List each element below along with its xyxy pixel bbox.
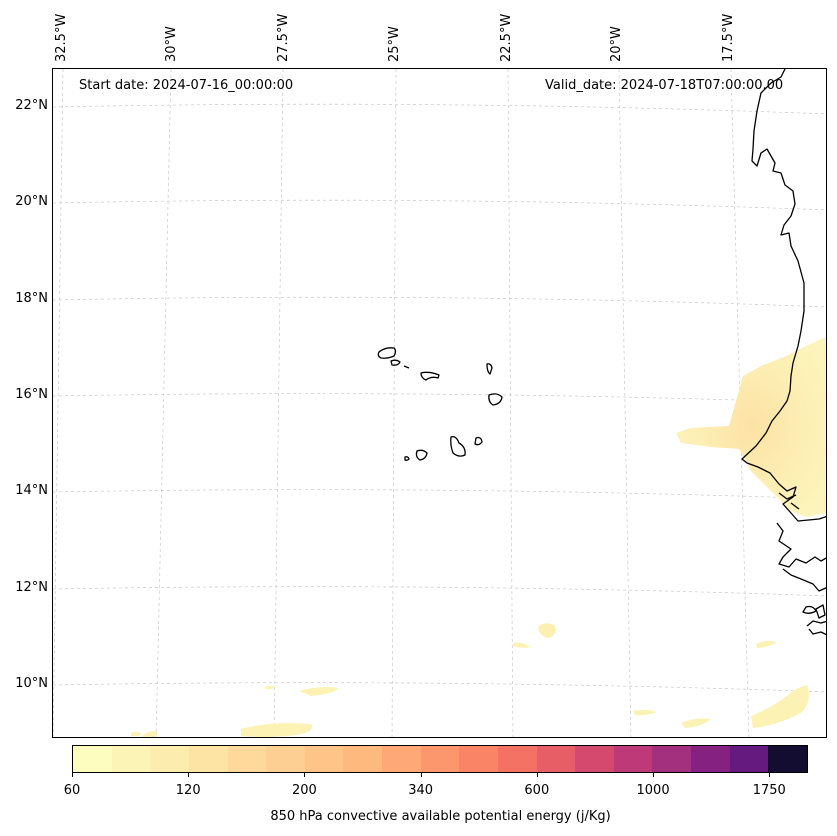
colorbar-segment bbox=[691, 746, 730, 772]
coastline-gambia-detail bbox=[778, 492, 800, 510]
grid-lat-20n bbox=[53, 199, 826, 211]
colorbar-tick-mark bbox=[769, 773, 771, 777]
colorbar-segment bbox=[73, 746, 112, 772]
cape-region-south-patch-5 bbox=[141, 731, 157, 737]
colorbar-segment bbox=[343, 746, 382, 772]
colorbar-tick-label: 200 bbox=[291, 783, 317, 798]
lat-label-18n: 18°N bbox=[15, 291, 48, 306]
colorbar-tick-mark bbox=[304, 773, 306, 777]
grid-lon-30w bbox=[155, 69, 172, 737]
lon-label-25w: 25°W bbox=[387, 26, 402, 62]
cape-region-south-patch-4 bbox=[681, 718, 711, 728]
colorbar-segment bbox=[536, 746, 576, 772]
lat-label-10n: 10°N bbox=[15, 676, 48, 691]
lon-label-30w: 30°W bbox=[164, 26, 179, 62]
colorbar-tick-label: 1750 bbox=[752, 783, 786, 798]
colorbar-segment bbox=[266, 746, 305, 772]
map-panel bbox=[52, 68, 827, 738]
colorbar-segment bbox=[768, 746, 807, 772]
cape-region-south-patch-9 bbox=[265, 686, 276, 690]
colorbar-segment bbox=[188, 746, 228, 772]
grid-lat-12n bbox=[53, 586, 826, 597]
colorbar bbox=[72, 745, 808, 773]
lat-label-20n: 20°N bbox=[15, 194, 48, 209]
lat-label-16n: 16°N bbox=[15, 387, 48, 402]
cape-region-senegal-mauritania bbox=[676, 336, 826, 517]
colorbar-segment bbox=[613, 746, 653, 772]
cape-region-south-patch-10 bbox=[131, 731, 142, 737]
cape-region-south-patch-2 bbox=[299, 687, 339, 696]
island-fogo bbox=[415, 449, 428, 461]
colorbar-tick-mark bbox=[420, 773, 422, 777]
coastline-african-mainland bbox=[741, 69, 826, 522]
colorbar-segment bbox=[304, 746, 344, 772]
colorbar-segment bbox=[150, 746, 189, 772]
cape-region-south-patch-3 bbox=[751, 685, 809, 728]
grid-lat-16n bbox=[53, 393, 826, 404]
graticule bbox=[53, 69, 826, 737]
lon-label-20w: 20°W bbox=[609, 26, 624, 62]
coastline-guinea-bissau bbox=[776, 522, 826, 568]
map-canvas bbox=[53, 69, 826, 737]
colorbar-tick-mark bbox=[188, 773, 190, 777]
colorbar-label: 850 hPa convective available potential e… bbox=[270, 809, 611, 824]
colorbar-tick-mark bbox=[653, 773, 655, 777]
colorbar-segment bbox=[652, 746, 691, 772]
island-santo-antao bbox=[377, 347, 397, 359]
grid-lon-32-5w bbox=[53, 69, 64, 737]
island-santa-luzia bbox=[403, 365, 410, 369]
cape-field bbox=[131, 336, 826, 737]
island-boa-vista bbox=[488, 393, 503, 406]
island-maio bbox=[474, 436, 483, 446]
island-santiago bbox=[450, 435, 466, 457]
colorbar-segment bbox=[111, 746, 151, 772]
colorbar-tick-label: 340 bbox=[408, 783, 434, 798]
island-sal bbox=[486, 363, 493, 375]
valid-date-label: Valid_date: 2024-07-18T07:00:00.00 bbox=[545, 78, 784, 93]
colorbar-segment bbox=[459, 746, 498, 772]
colorbar-segment bbox=[729, 746, 769, 772]
colorbar-tick-mark bbox=[536, 773, 538, 777]
lon-label-27-5w: 27.5°W bbox=[276, 13, 291, 62]
colorbar-tick-label: 60 bbox=[63, 783, 81, 798]
grid-lat-14n bbox=[53, 489, 826, 500]
cape-region-south-patch-1 bbox=[241, 723, 312, 737]
island-brava bbox=[404, 456, 410, 461]
coastline-sierra-leone bbox=[806, 620, 826, 636]
coastlines bbox=[377, 69, 826, 636]
colorbar-tick-mark bbox=[72, 773, 73, 777]
lon-label-17-5w: 17.5°W bbox=[721, 13, 736, 62]
cape-region-south-patch-7 bbox=[756, 640, 777, 648]
cape-region-offshore-blob bbox=[538, 623, 556, 638]
colorbar-segment bbox=[575, 746, 614, 772]
grid-lon-22-5w bbox=[507, 69, 514, 737]
grid-lon-20w bbox=[618, 69, 632, 737]
grid-lon-25w bbox=[391, 69, 397, 737]
grid-lat-18n bbox=[53, 296, 826, 308]
colorbar-segment bbox=[420, 746, 460, 772]
lon-label-22-5w: 22.5°W bbox=[499, 13, 514, 62]
colorbar-segment bbox=[497, 746, 537, 772]
colorbar-segment bbox=[382, 746, 421, 772]
island-sao-vicente bbox=[390, 359, 401, 366]
grid-lat-10n bbox=[53, 682, 826, 693]
cape-region-south-patch-6 bbox=[633, 709, 657, 716]
grid-lat-22n bbox=[53, 103, 826, 115]
lon-label-32-5w: 32.5°W bbox=[54, 13, 69, 62]
coastline-guinea bbox=[782, 568, 826, 592]
lat-label-14n: 14°N bbox=[15, 483, 48, 498]
island-sao-nicolau bbox=[420, 371, 440, 381]
start-date-label: Start date: 2024-07-16_00:00:00 bbox=[79, 78, 294, 93]
cape-region-south-patch-8 bbox=[513, 642, 531, 648]
colorbar-tick-label: 600 bbox=[524, 783, 550, 798]
lat-label-22n: 22°N bbox=[15, 98, 48, 113]
colorbar-segment bbox=[227, 746, 267, 772]
grid-lon-27-5w bbox=[273, 69, 284, 737]
colorbar-tick-label: 1000 bbox=[636, 783, 670, 798]
lat-label-12n: 12°N bbox=[15, 580, 48, 595]
colorbar-tick-label: 120 bbox=[175, 783, 201, 798]
coastline-bijagos bbox=[802, 604, 826, 619]
